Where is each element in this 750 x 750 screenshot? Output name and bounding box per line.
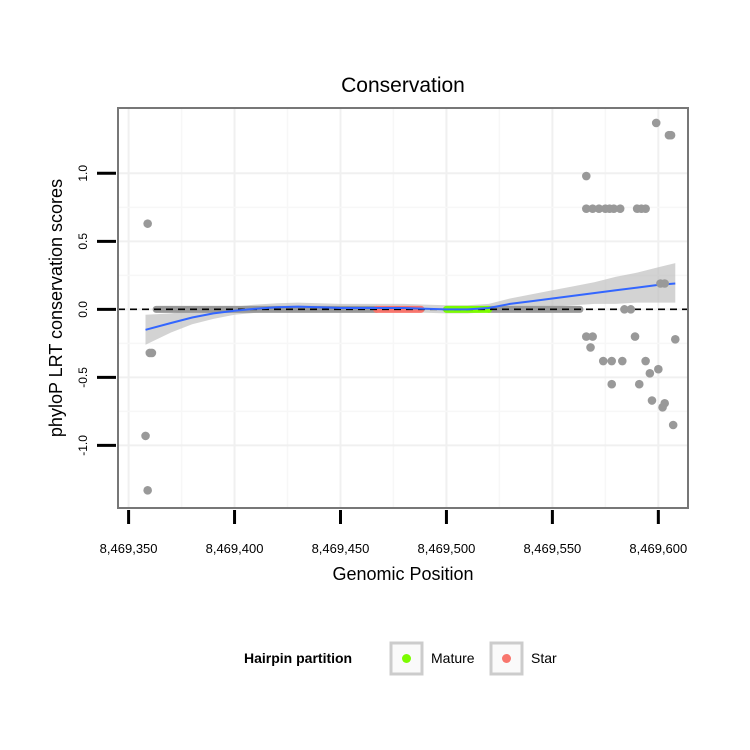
- data-point: [660, 398, 669, 408]
- data-point: [586, 343, 595, 352]
- data-point: [641, 356, 650, 366]
- confidence-band: [145, 263, 676, 345]
- data-point: [645, 369, 655, 378]
- x-axis: 8,469,350 8,469,400 8,469,450 8,469,500 8,46…: [100, 510, 687, 556]
- legend-label: Mature: [431, 650, 475, 666]
- x-tick-label: 8,469,500: [418, 541, 476, 556]
- chart-title: Conservation: [341, 74, 465, 97]
- x-tick-label: 8,469,350: [100, 541, 158, 556]
- legend-key-mature: [402, 654, 411, 663]
- data-point: [626, 305, 636, 314]
- data-point: [143, 219, 152, 228]
- y-axis-title: phyloP LRT conservation scores: [46, 179, 66, 437]
- data-point: [598, 356, 608, 366]
- smooth-line-layer: [145, 282, 676, 331]
- x-tick-label: 8,469,400: [206, 541, 264, 556]
- legend-key-box: [489, 641, 524, 676]
- data-point: [141, 431, 150, 441]
- data-point: [668, 420, 678, 430]
- x-tick-label: 8,469,450: [312, 541, 370, 556]
- data-point: [660, 279, 669, 288]
- grid-lines: [118, 108, 688, 508]
- data-point: [607, 379, 617, 389]
- x-tick-label: 8,469,550: [523, 541, 581, 556]
- data-point: [588, 204, 597, 213]
- legend-key-star: [502, 654, 511, 663]
- panel-border: [117, 107, 689, 509]
- data-point: [618, 356, 627, 366]
- confidence-band-layer: [145, 263, 676, 345]
- data-point: [609, 204, 619, 213]
- data-point: [620, 305, 629, 314]
- data-point: [607, 356, 617, 366]
- y-tick-label: 0.5: [76, 233, 90, 250]
- data-point: [581, 171, 591, 181]
- data-point: [615, 204, 625, 213]
- y-axis: -1.0 -0.5 0.0 0.5 1.0: [76, 165, 116, 456]
- legend: Hairpin partition Mature Star: [244, 641, 557, 676]
- legend-title: Hairpin partition: [244, 650, 352, 666]
- y-tick-label: 0.0: [76, 301, 90, 318]
- data-point: [588, 332, 597, 341]
- x-axis-title: Genomic Position: [332, 564, 473, 584]
- data-point: [581, 332, 591, 341]
- data-point: [670, 334, 680, 344]
- data-point: [143, 486, 152, 495]
- legend-entries: Mature Star: [389, 641, 557, 676]
- data-point: [147, 348, 157, 358]
- data-point: [594, 204, 604, 213]
- data-point: [666, 130, 676, 140]
- data-point: [654, 364, 663, 374]
- data-point: [634, 379, 644, 389]
- data-point: [630, 332, 640, 341]
- y-tick-label: -0.5: [76, 367, 90, 388]
- data-point: [647, 396, 657, 405]
- y-tick-label: 1.0: [76, 165, 90, 182]
- legend-label: Star: [531, 650, 557, 666]
- data-point: [641, 204, 650, 213]
- y-tick-label: -1.0: [76, 435, 90, 456]
- data-point: [581, 204, 591, 213]
- data-point: [651, 118, 661, 128]
- point-layer: [141, 118, 680, 495]
- x-tick-label: 8,469,600: [629, 541, 687, 556]
- smooth-line: [145, 282, 676, 331]
